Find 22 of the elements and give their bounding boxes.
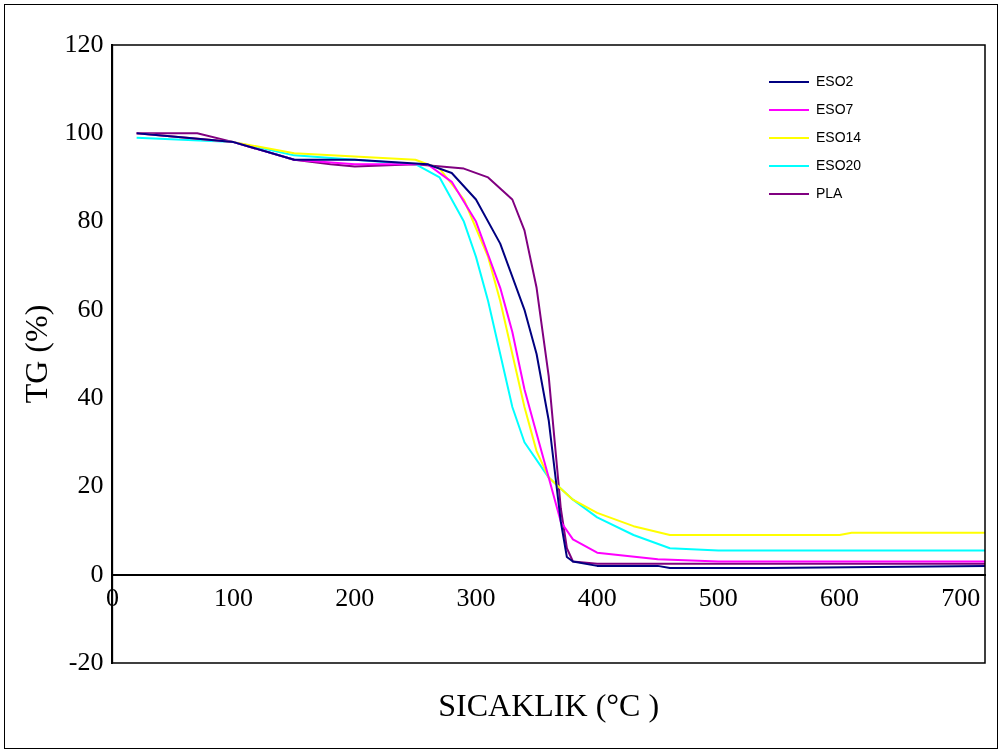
x-tick-label: 700 — [941, 583, 981, 613]
x-tick-label: 100 — [214, 583, 254, 613]
legend-label: PLA — [816, 184, 844, 201]
legend-label: ESO7 — [816, 100, 854, 117]
x-tick-label: 500 — [698, 583, 738, 613]
legend-label: ESO20 — [816, 156, 862, 173]
x-axis-title: SICAKLIK (°C ) — [438, 687, 660, 724]
y-tick-label: 20 — [77, 470, 104, 500]
legend-label: ESO14 — [816, 128, 862, 145]
y-tick-label: 80 — [77, 205, 104, 235]
x-tick-label: 300 — [456, 583, 496, 613]
x-tick-label: 600 — [820, 583, 860, 613]
y-tick-label: 40 — [77, 381, 104, 411]
x-tick-label: 400 — [577, 583, 617, 613]
y-tick-label: 60 — [77, 293, 104, 323]
y-tick-label: -20 — [68, 646, 104, 676]
y-axis-title: TG (%) — [17, 304, 54, 404]
legend-label: ESO2 — [816, 72, 854, 89]
y-tick-label: 0 — [90, 558, 104, 588]
y-tick-label: 100 — [64, 117, 104, 147]
x-tick-label: 200 — [335, 583, 375, 613]
y-tick-label: 120 — [64, 28, 104, 58]
